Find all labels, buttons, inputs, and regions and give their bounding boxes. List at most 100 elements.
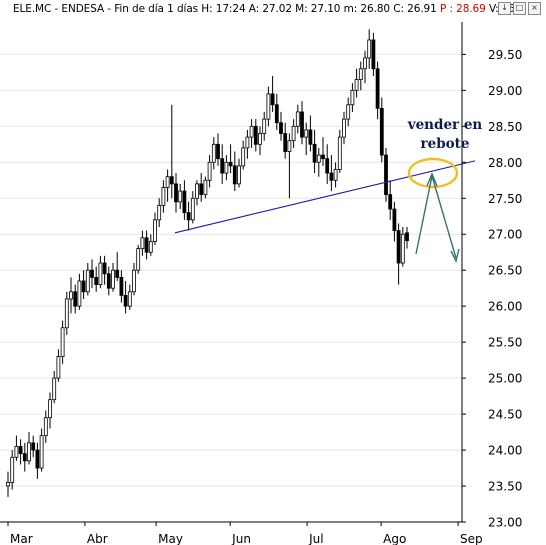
candle	[85, 263, 90, 296]
maximize-button[interactable]: □	[513, 2, 526, 15]
y-tick-label: 23.00	[488, 516, 522, 530]
x-tick-label: Mar	[10, 532, 33, 545]
candle	[379, 97, 384, 163]
y-tick-label: 26.00	[488, 300, 522, 314]
candle	[148, 234, 153, 256]
candle	[371, 32, 376, 76]
candle	[388, 180, 393, 220]
candlestick-series	[6, 29, 409, 497]
candle	[115, 252, 120, 281]
candle	[400, 227, 405, 267]
rebound-ellipse	[407, 157, 459, 189]
candle	[241, 140, 246, 170]
candle	[253, 119, 258, 152]
candle	[228, 144, 233, 174]
y-tick-label: 27.00	[488, 228, 522, 242]
candle	[39, 428, 44, 472]
y-tick-label: 29.00	[488, 84, 522, 98]
candle	[262, 111, 267, 141]
candle	[300, 101, 304, 145]
candle	[354, 68, 359, 98]
arrow-head-up	[426, 172, 438, 187]
candle	[291, 119, 296, 148]
y-tick-label: 25.00	[488, 372, 522, 386]
y-tick-label: 24.00	[488, 444, 522, 458]
header-info: ELE.MC - ENDESA - Fin de día 1 días H: 1…	[13, 3, 515, 15]
candle	[316, 147, 321, 177]
candle	[35, 442, 40, 479]
candle	[43, 410, 48, 443]
candle	[392, 201, 397, 242]
x-tick-label: Jun	[231, 532, 251, 545]
candle	[10, 450, 15, 490]
candle	[153, 212, 157, 246]
candle	[367, 29, 372, 69]
annotation-line-1: vender en	[407, 117, 483, 133]
candle	[165, 169, 170, 202]
candle	[207, 155, 212, 188]
annotation-line-2: rebote	[420, 136, 470, 152]
candle	[308, 115, 313, 152]
annotation-text: vender en rebote	[402, 116, 488, 154]
candle	[325, 144, 330, 184]
window-controls: ↓ □ ×	[498, 2, 541, 15]
arrow-head-down	[450, 248, 460, 264]
y-tick-label: 29.50	[488, 48, 522, 62]
candle	[249, 119, 254, 148]
close-label: C: 26.91	[393, 3, 437, 15]
ticker-label: ELE.MC - ENDESA - Fin de día 1 días	[13, 3, 199, 15]
forecast-arrows	[415, 172, 460, 264]
candle	[127, 284, 132, 310]
y-tick-label: 27.50	[488, 192, 522, 206]
close-button[interactable]: ×	[528, 2, 541, 15]
candle	[123, 280, 128, 314]
candle	[329, 155, 334, 192]
candle	[98, 255, 103, 289]
candle	[132, 263, 136, 296]
x-tick-label: Ago	[383, 532, 406, 545]
candle	[94, 266, 99, 292]
candle	[199, 173, 204, 202]
candle	[396, 223, 401, 285]
candle	[375, 61, 380, 120]
candle	[266, 86, 271, 127]
candle	[136, 245, 141, 274]
candle	[405, 227, 409, 249]
candle	[161, 180, 166, 213]
candle	[287, 133, 292, 199]
candle	[337, 129, 342, 174]
candle	[270, 75, 275, 112]
y-tick-label: 28.50	[488, 120, 522, 134]
candle	[245, 129, 250, 159]
candle	[22, 442, 27, 472]
candle	[178, 183, 183, 210]
low-label: m: 26.80	[343, 3, 390, 15]
candle	[211, 137, 216, 170]
chart-overlays	[174, 157, 476, 264]
candle	[106, 266, 111, 296]
candle	[73, 284, 78, 314]
candle	[48, 392, 52, 429]
candle	[384, 147, 388, 202]
x-tick-label: May	[158, 532, 183, 545]
x-tick-label: Abr	[87, 532, 108, 545]
candle	[321, 137, 325, 166]
candle	[203, 176, 208, 199]
time-label: H: 17:24	[201, 3, 246, 15]
x-axis-ticks: Mar Abr May Jun Jul Ago Sep	[7, 522, 483, 545]
candle	[174, 173, 178, 213]
candle	[111, 263, 115, 292]
candle	[60, 320, 65, 364]
candle	[190, 191, 195, 224]
scroll-down-button[interactable]: ↓	[498, 2, 511, 15]
arrow-down-left	[415, 175, 433, 255]
candle	[182, 180, 187, 220]
high-label: M: 27.10	[295, 3, 341, 15]
candle	[52, 370, 57, 404]
x-tick-label: Jul	[308, 532, 323, 545]
candle	[295, 104, 300, 134]
candle	[220, 144, 225, 184]
candle	[274, 93, 279, 130]
candle	[81, 270, 86, 299]
chart-header: ELE.MC - ENDESA - Fin de día 1 días H: 1…	[0, 0, 546, 18]
